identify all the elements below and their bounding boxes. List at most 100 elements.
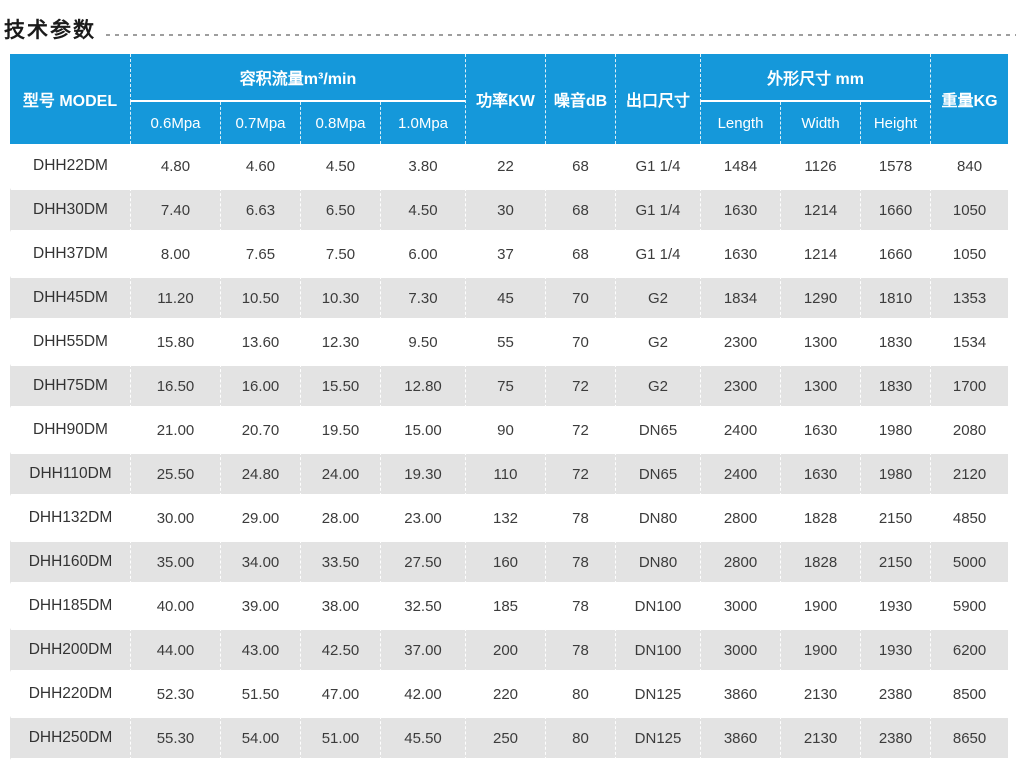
- model-cell: DHH37DM: [10, 232, 130, 276]
- noise-cell: 68: [545, 188, 616, 232]
- table-row: DHH75DM 16.50 16.00 15.50 12.80 75 72 G2 2300 130…: [10, 364, 1009, 408]
- model-cell: DHH90DM: [10, 408, 130, 452]
- flow-0.6mpa-cell: 16.50: [130, 364, 220, 408]
- flow-0.6mpa-cell: 4.80: [130, 144, 220, 188]
- length-cell: 3000: [700, 628, 781, 672]
- height-cell: 1980: [860, 408, 931, 452]
- table-row: DHH200DM 44.00 43.00 42.50 37.00 200 78 DN100 30…: [10, 628, 1009, 672]
- dotted-divider: [106, 33, 1016, 36]
- table-row: DHH37DM 8.00 7.65 7.50 6.00 37 68 G1 1/4 1630 121…: [10, 232, 1009, 276]
- col-header-flow-1.0mpa: 1.0Mpa: [380, 102, 466, 144]
- flow-0.6mpa-cell: 44.00: [130, 628, 220, 672]
- flow-0.6mpa-cell: 40.00: [130, 584, 220, 628]
- length-cell: 1484: [700, 144, 781, 188]
- flow-0.8mpa-cell: 7.50: [300, 232, 380, 276]
- col-header-flow-0.6mpa: 0.6Mpa: [130, 102, 220, 144]
- height-cell: 1930: [860, 584, 931, 628]
- model-cell: DHH75DM: [10, 364, 130, 408]
- outlet-cell: DN100: [615, 584, 701, 628]
- height-cell: 2150: [860, 540, 931, 584]
- weight-cell: 2120: [930, 452, 1009, 496]
- flow-0.7mpa-cell: 34.00: [220, 540, 300, 584]
- weight-cell: 5000: [930, 540, 1009, 584]
- weight-cell: 1534: [930, 320, 1009, 364]
- flow-0.7mpa-cell: 7.65: [220, 232, 300, 276]
- power-cell: 132: [465, 496, 546, 540]
- page-title: 技术参数: [4, 18, 96, 42]
- width-cell: 1214: [780, 188, 861, 232]
- weight-cell: 5900: [930, 584, 1009, 628]
- col-header-model: 型号 MODEL: [10, 54, 130, 144]
- model-cell: DHH30DM: [10, 188, 130, 232]
- flow-0.6mpa-cell: 52.30: [130, 672, 220, 716]
- model-cell: DHH220DM: [10, 672, 130, 716]
- flow-0.8mpa-cell: 19.50: [300, 408, 380, 452]
- spec-table: 型号 MODEL 容积流量m³/min 功率KW 噪音dB 出口尺寸 外形尺寸 …: [10, 54, 1009, 760]
- flow-0.7mpa-cell: 4.60: [220, 144, 300, 188]
- flow-1.0mpa-cell: 42.00: [380, 672, 466, 716]
- flow-1.0mpa-cell: 12.80: [380, 364, 466, 408]
- power-cell: 45: [465, 276, 546, 320]
- weight-cell: 1050: [930, 188, 1009, 232]
- table-row: DHH250DM 55.30 54.00 51.00 45.50 250 80 DN125 38…: [10, 716, 1009, 760]
- weight-cell: 8500: [930, 672, 1009, 716]
- flow-0.8mpa-cell: 12.30: [300, 320, 380, 364]
- width-cell: 1900: [780, 628, 861, 672]
- model-cell: DHH132DM: [10, 496, 130, 540]
- power-cell: 30: [465, 188, 546, 232]
- col-header-width: Width: [780, 102, 861, 144]
- power-cell: 160: [465, 540, 546, 584]
- flow-1.0mpa-cell: 3.80: [380, 144, 466, 188]
- width-cell: 1300: [780, 320, 861, 364]
- flow-0.8mpa-cell: 51.00: [300, 716, 380, 760]
- outlet-cell: G2: [615, 276, 701, 320]
- flow-0.6mpa-cell: 7.40: [130, 188, 220, 232]
- flow-0.7mpa-cell: 20.70: [220, 408, 300, 452]
- length-cell: 2300: [700, 364, 781, 408]
- width-cell: 1828: [780, 496, 861, 540]
- flow-0.7mpa-cell: 16.00: [220, 364, 300, 408]
- model-cell: DHH22DM: [10, 144, 130, 188]
- length-cell: 2800: [700, 496, 781, 540]
- table-row: DHH220DM 52.30 51.50 47.00 42.00 220 80 DN125 38…: [10, 672, 1009, 716]
- width-cell: 1300: [780, 364, 861, 408]
- model-cell: DHH45DM: [10, 276, 130, 320]
- flow-0.8mpa-cell: 24.00: [300, 452, 380, 496]
- flow-0.8mpa-cell: 4.50: [300, 144, 380, 188]
- section-header: 技术参数: [0, 0, 1018, 42]
- length-cell: 2400: [700, 408, 781, 452]
- length-cell: 2300: [700, 320, 781, 364]
- flow-0.8mpa-cell: 28.00: [300, 496, 380, 540]
- flow-0.8mpa-cell: 38.00: [300, 584, 380, 628]
- noise-cell: 70: [545, 320, 616, 364]
- power-cell: 200: [465, 628, 546, 672]
- length-cell: 2400: [700, 452, 781, 496]
- table-header: 型号 MODEL 容积流量m³/min 功率KW 噪音dB 出口尺寸 外形尺寸 …: [10, 54, 1009, 144]
- noise-cell: 80: [545, 672, 616, 716]
- col-group-dimensions: 外形尺寸 mm: [700, 54, 931, 102]
- height-cell: 2150: [860, 496, 931, 540]
- height-cell: 1930: [860, 628, 931, 672]
- flow-0.7mpa-cell: 54.00: [220, 716, 300, 760]
- height-cell: 1660: [860, 188, 931, 232]
- flow-1.0mpa-cell: 27.50: [380, 540, 466, 584]
- power-cell: 37: [465, 232, 546, 276]
- col-header-flow-0.7mpa: 0.7Mpa: [220, 102, 300, 144]
- flow-0.7mpa-cell: 10.50: [220, 276, 300, 320]
- table-row: DHH55DM 15.80 13.60 12.30 9.50 55 70 G2 2300 1300…: [10, 320, 1009, 364]
- width-cell: 1126: [780, 144, 861, 188]
- flow-0.7mpa-cell: 24.80: [220, 452, 300, 496]
- flow-1.0mpa-cell: 9.50: [380, 320, 466, 364]
- table-row: DHH185DM 40.00 39.00 38.00 32.50 185 78 DN100 30…: [10, 584, 1009, 628]
- flow-1.0mpa-cell: 15.00: [380, 408, 466, 452]
- power-cell: 110: [465, 452, 546, 496]
- table-row: DHH45DM 11.20 10.50 10.30 7.30 45 70 G2 1834 1290…: [10, 276, 1009, 320]
- length-cell: 3860: [700, 716, 781, 760]
- width-cell: 1900: [780, 584, 861, 628]
- power-cell: 250: [465, 716, 546, 760]
- height-cell: 2380: [860, 672, 931, 716]
- model-cell: DHH55DM: [10, 320, 130, 364]
- flow-0.6mpa-cell: 30.00: [130, 496, 220, 540]
- height-cell: 1660: [860, 232, 931, 276]
- height-cell: 1830: [860, 364, 931, 408]
